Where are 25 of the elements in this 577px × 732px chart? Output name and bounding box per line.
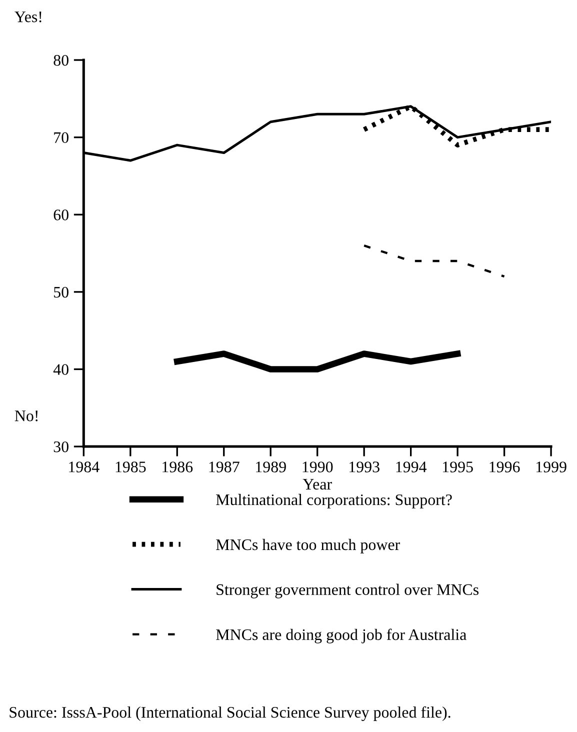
text: No! — [14, 410, 38, 422]
y-tick-label: 60 — [54, 210, 68, 220]
x-tick-label: 1996 — [490, 462, 520, 472]
y-tick-label: 80 — [54, 54, 68, 66]
x-tick-label: 1987 — [209, 462, 240, 472]
x-tick-label: 1995 — [442, 462, 473, 472]
x-tick-label: 1989 — [256, 462, 286, 472]
x-tick-label: 1999 — [536, 462, 566, 472]
legend-label: Multinational corporations: Support? — [216, 494, 452, 508]
legend-label: MNCs have too much power — [216, 538, 400, 554]
x-tick-label: 1985 — [116, 462, 146, 472]
y-tick-label: 50 — [54, 286, 68, 298]
x-tick-label: 1984 — [69, 462, 100, 472]
x-axis-title: Year — [302, 478, 332, 490]
x-tick-label: 1994 — [396, 462, 427, 472]
y-tick-label: 40 — [53, 364, 68, 375]
x-tick-label: 1993 — [350, 462, 380, 472]
x-tick-label: 1990 — [302, 462, 333, 472]
y-tick-label: 70 — [54, 132, 68, 144]
source-note: Source: IsssA-Pool (International Social Science Survey pooled file). — [10, 706, 450, 722]
legend-label: Stronger government control over MNCs — [216, 584, 479, 598]
legend-label: MNCs are doing good job for Australia — [216, 628, 466, 644]
y-tick-label: 30 — [54, 441, 68, 452]
x-tick-label: 1986 — [162, 462, 193, 472]
text: Yes! — [14, 12, 42, 22]
